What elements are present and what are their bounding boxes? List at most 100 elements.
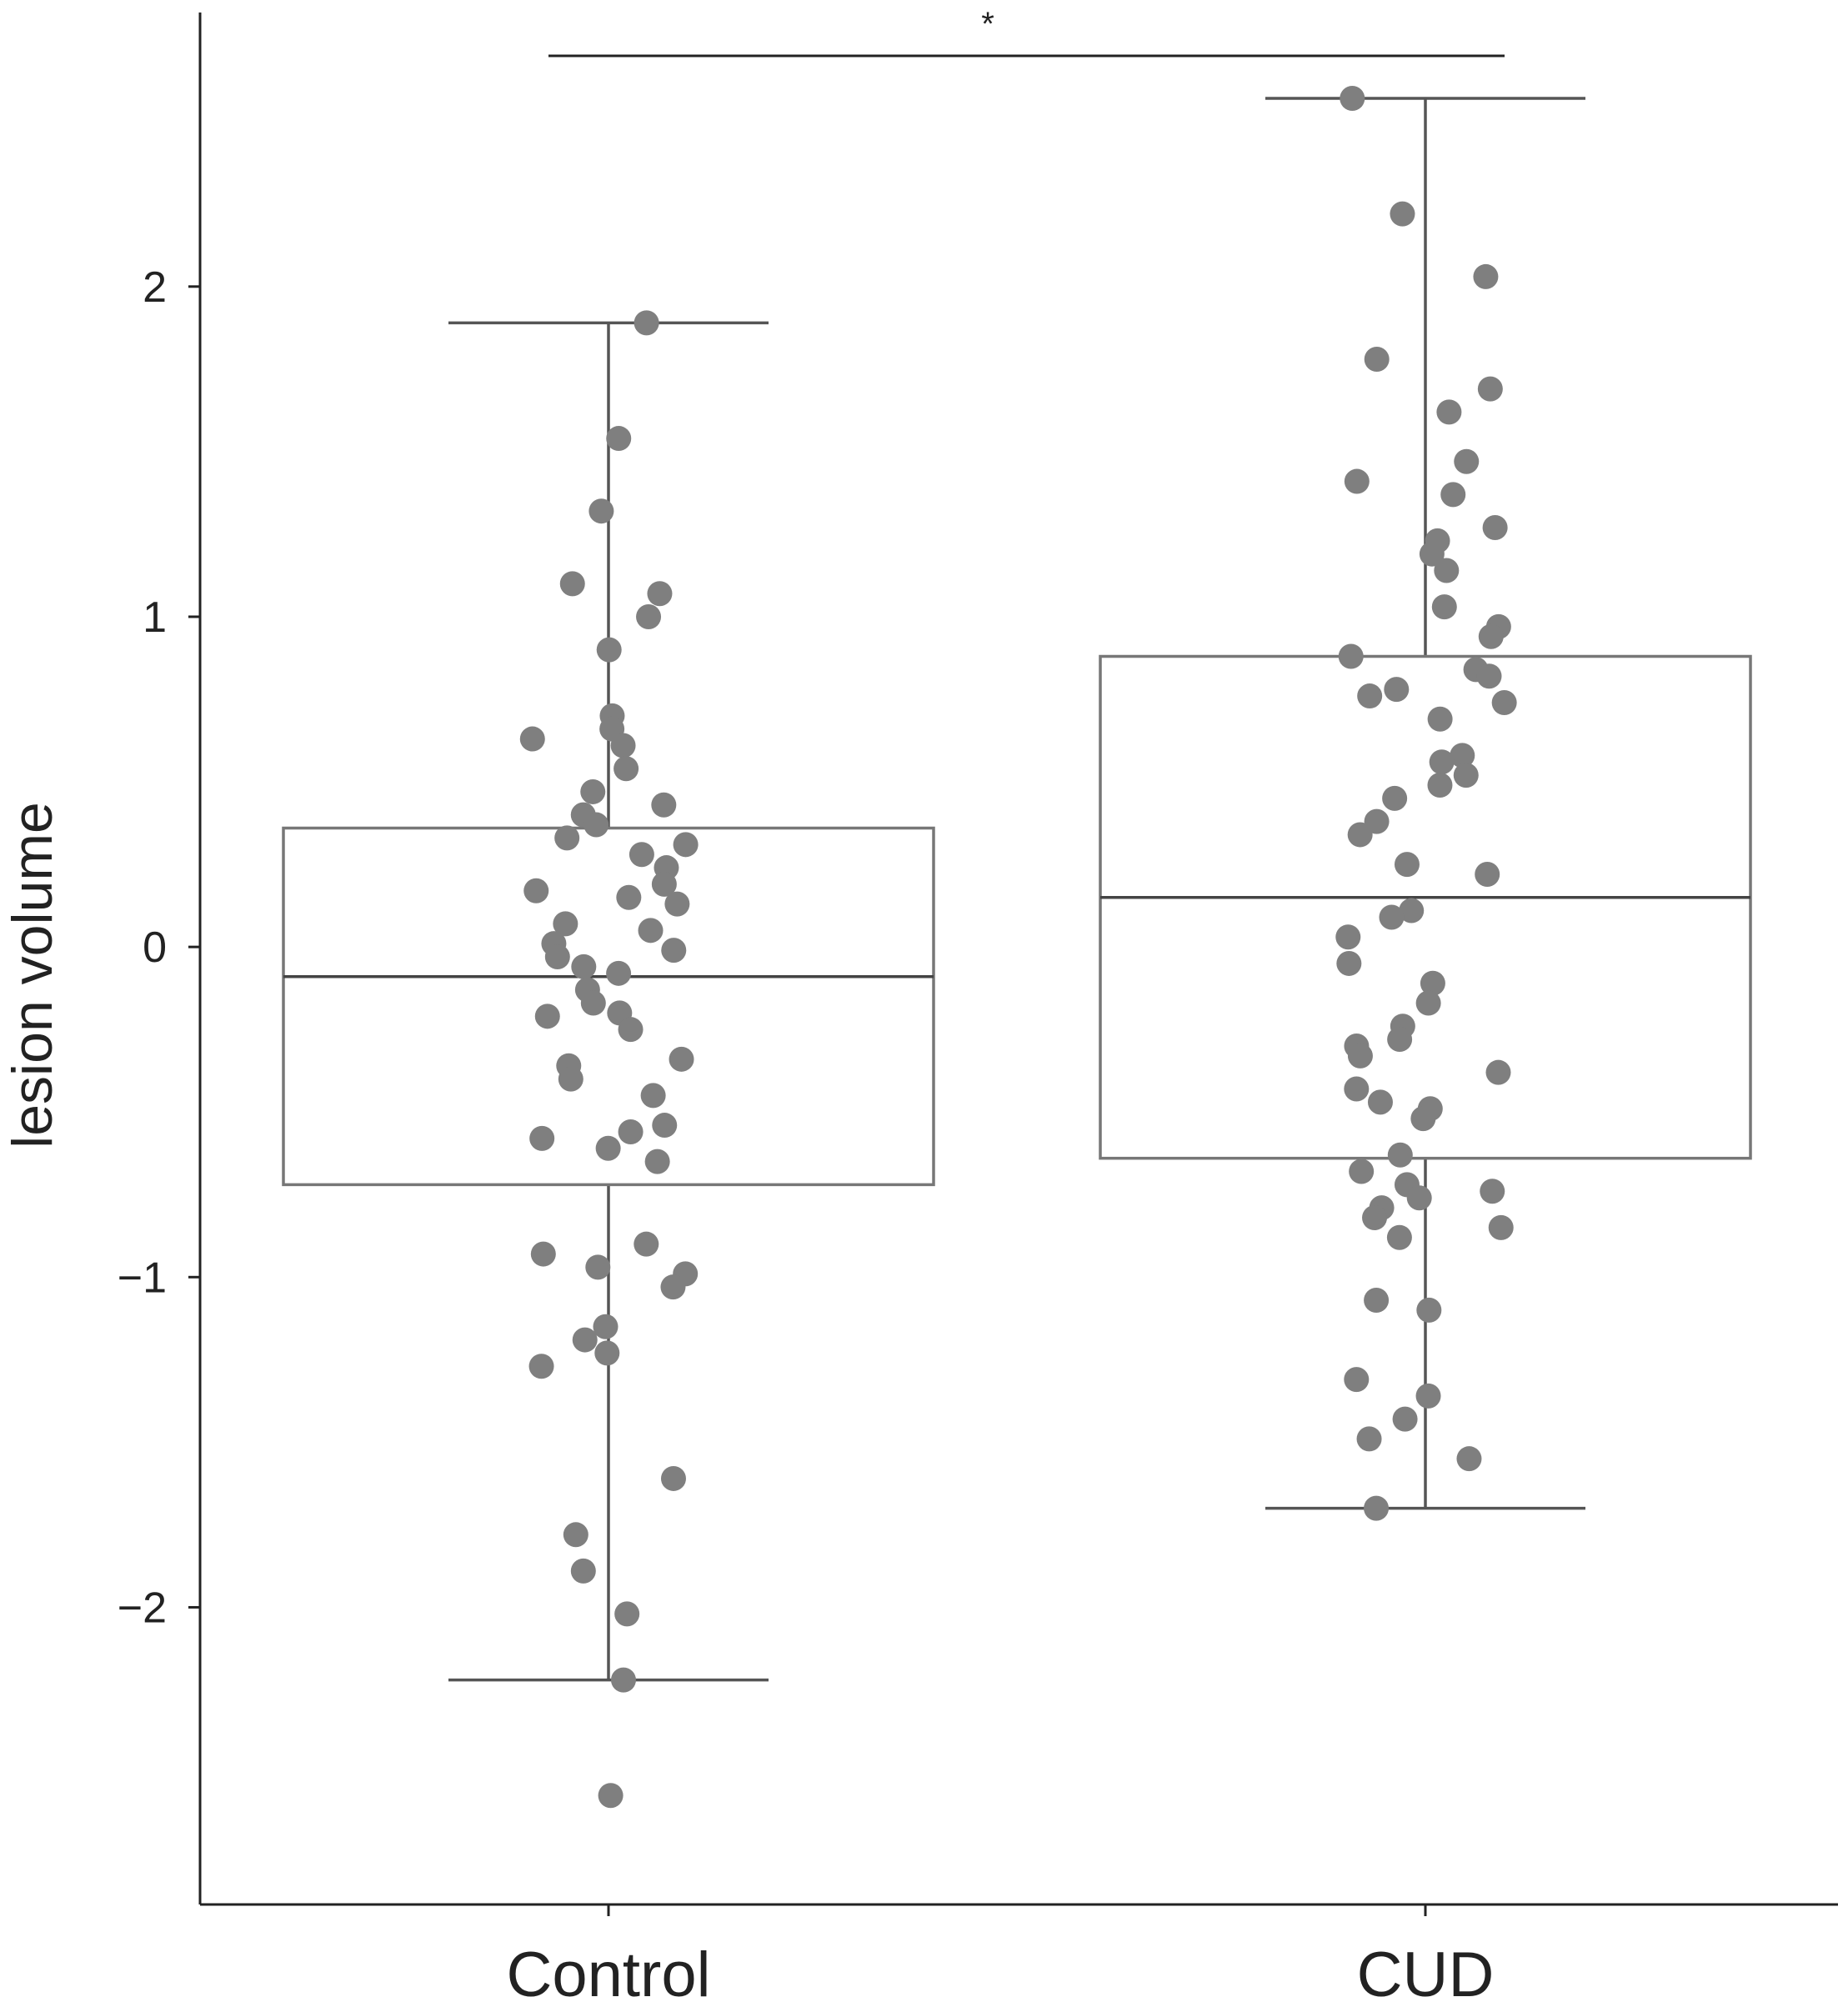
data-point (651, 792, 677, 818)
data-point (1440, 482, 1466, 508)
data-point (1476, 663, 1502, 689)
data-point (660, 1465, 686, 1491)
data-point (544, 944, 570, 970)
data-point (661, 938, 687, 963)
data-point (1410, 1106, 1436, 1132)
data-point (1473, 263, 1499, 289)
data-point (636, 603, 662, 629)
data-point (580, 990, 606, 1016)
data-point (1427, 706, 1453, 732)
axes: lesion volume (1, 13, 1838, 1906)
data-point (673, 832, 699, 858)
iqr-box (282, 826, 935, 1187)
data-point (1364, 1495, 1390, 1521)
data-point (583, 812, 609, 838)
data-point (1416, 1297, 1442, 1323)
data-point (610, 733, 636, 758)
data-point (629, 842, 654, 868)
data-point (1415, 990, 1441, 1016)
data-point (1344, 1076, 1370, 1102)
data-point (1406, 1185, 1432, 1211)
box-group-cud (1099, 97, 1752, 1510)
data-point (634, 310, 659, 336)
y-ticks: −2 −1 0 1 2 (118, 263, 200, 1632)
data-point (1491, 689, 1517, 715)
data-point (1364, 1288, 1390, 1314)
data-point (640, 1083, 666, 1109)
y-tick-label: 1 (143, 593, 167, 642)
iqr-box (1099, 654, 1752, 1160)
data-point (596, 637, 622, 663)
data-point (1399, 898, 1425, 923)
data-point (1357, 683, 1383, 709)
data-point (651, 871, 677, 897)
data-point (1367, 1089, 1393, 1115)
data-point (1356, 1426, 1382, 1452)
data-point (1488, 1214, 1514, 1240)
data-point (563, 1522, 588, 1548)
x-category-labels: Control CUD (507, 1904, 1495, 2007)
data-point (1379, 904, 1405, 930)
data-point (1335, 924, 1361, 950)
data-point (595, 1135, 621, 1161)
x-category-label: CUD (1357, 1939, 1495, 2003)
data-point (1340, 86, 1365, 112)
data-point (1347, 822, 1373, 848)
data-point (1386, 1224, 1412, 1250)
data-point (1349, 1159, 1375, 1184)
data-point (1394, 852, 1420, 878)
data-point (606, 426, 632, 452)
data-point (610, 1667, 636, 1693)
data-point (1338, 643, 1364, 669)
data-point (664, 891, 690, 917)
data-point (530, 1241, 556, 1267)
data-point (613, 756, 639, 782)
data-point (1364, 346, 1390, 372)
data-point (1390, 201, 1415, 227)
data-point (1454, 448, 1480, 474)
data-point (1420, 970, 1445, 996)
data-point (1482, 515, 1508, 541)
box-group-control (282, 321, 935, 1682)
significance-star: * (981, 6, 994, 43)
data-point (1419, 541, 1445, 567)
data-point (593, 1314, 619, 1339)
data-point (1485, 1059, 1511, 1085)
data-point (1336, 950, 1362, 976)
data-point (647, 581, 673, 607)
x-category-label: Control (507, 1939, 711, 2003)
data-point (1450, 743, 1475, 768)
data-point (669, 1046, 694, 1072)
data-point (614, 1601, 640, 1627)
data-point (1453, 763, 1479, 788)
y-tick-label: 0 (143, 923, 167, 972)
data-point (1436, 399, 1462, 425)
data-point (1387, 1027, 1413, 1053)
data-point (1362, 1204, 1388, 1230)
data-point (594, 1340, 620, 1366)
data-point (1477, 376, 1503, 402)
data-point (1344, 1367, 1370, 1393)
data-point (1427, 773, 1453, 798)
data-point (519, 726, 545, 752)
data-point (652, 1113, 678, 1139)
data-point (570, 1558, 596, 1584)
data-point (1429, 749, 1455, 775)
y-tick-label: −1 (118, 1254, 167, 1302)
y-axis-label: lesion volume (1, 802, 64, 1149)
data-point (1384, 677, 1410, 703)
data-point (1456, 1446, 1482, 1472)
data-point (606, 960, 632, 986)
data-point (1344, 468, 1370, 494)
data-point (553, 911, 578, 937)
data-point (1475, 861, 1500, 887)
data-point (585, 1254, 611, 1280)
data-point (528, 1354, 554, 1379)
data-point (1387, 1142, 1413, 1168)
data-point (598, 1783, 624, 1809)
data-point (571, 953, 597, 979)
data-point (1434, 558, 1460, 583)
data-point (616, 884, 642, 910)
data-point (1415, 1383, 1441, 1409)
